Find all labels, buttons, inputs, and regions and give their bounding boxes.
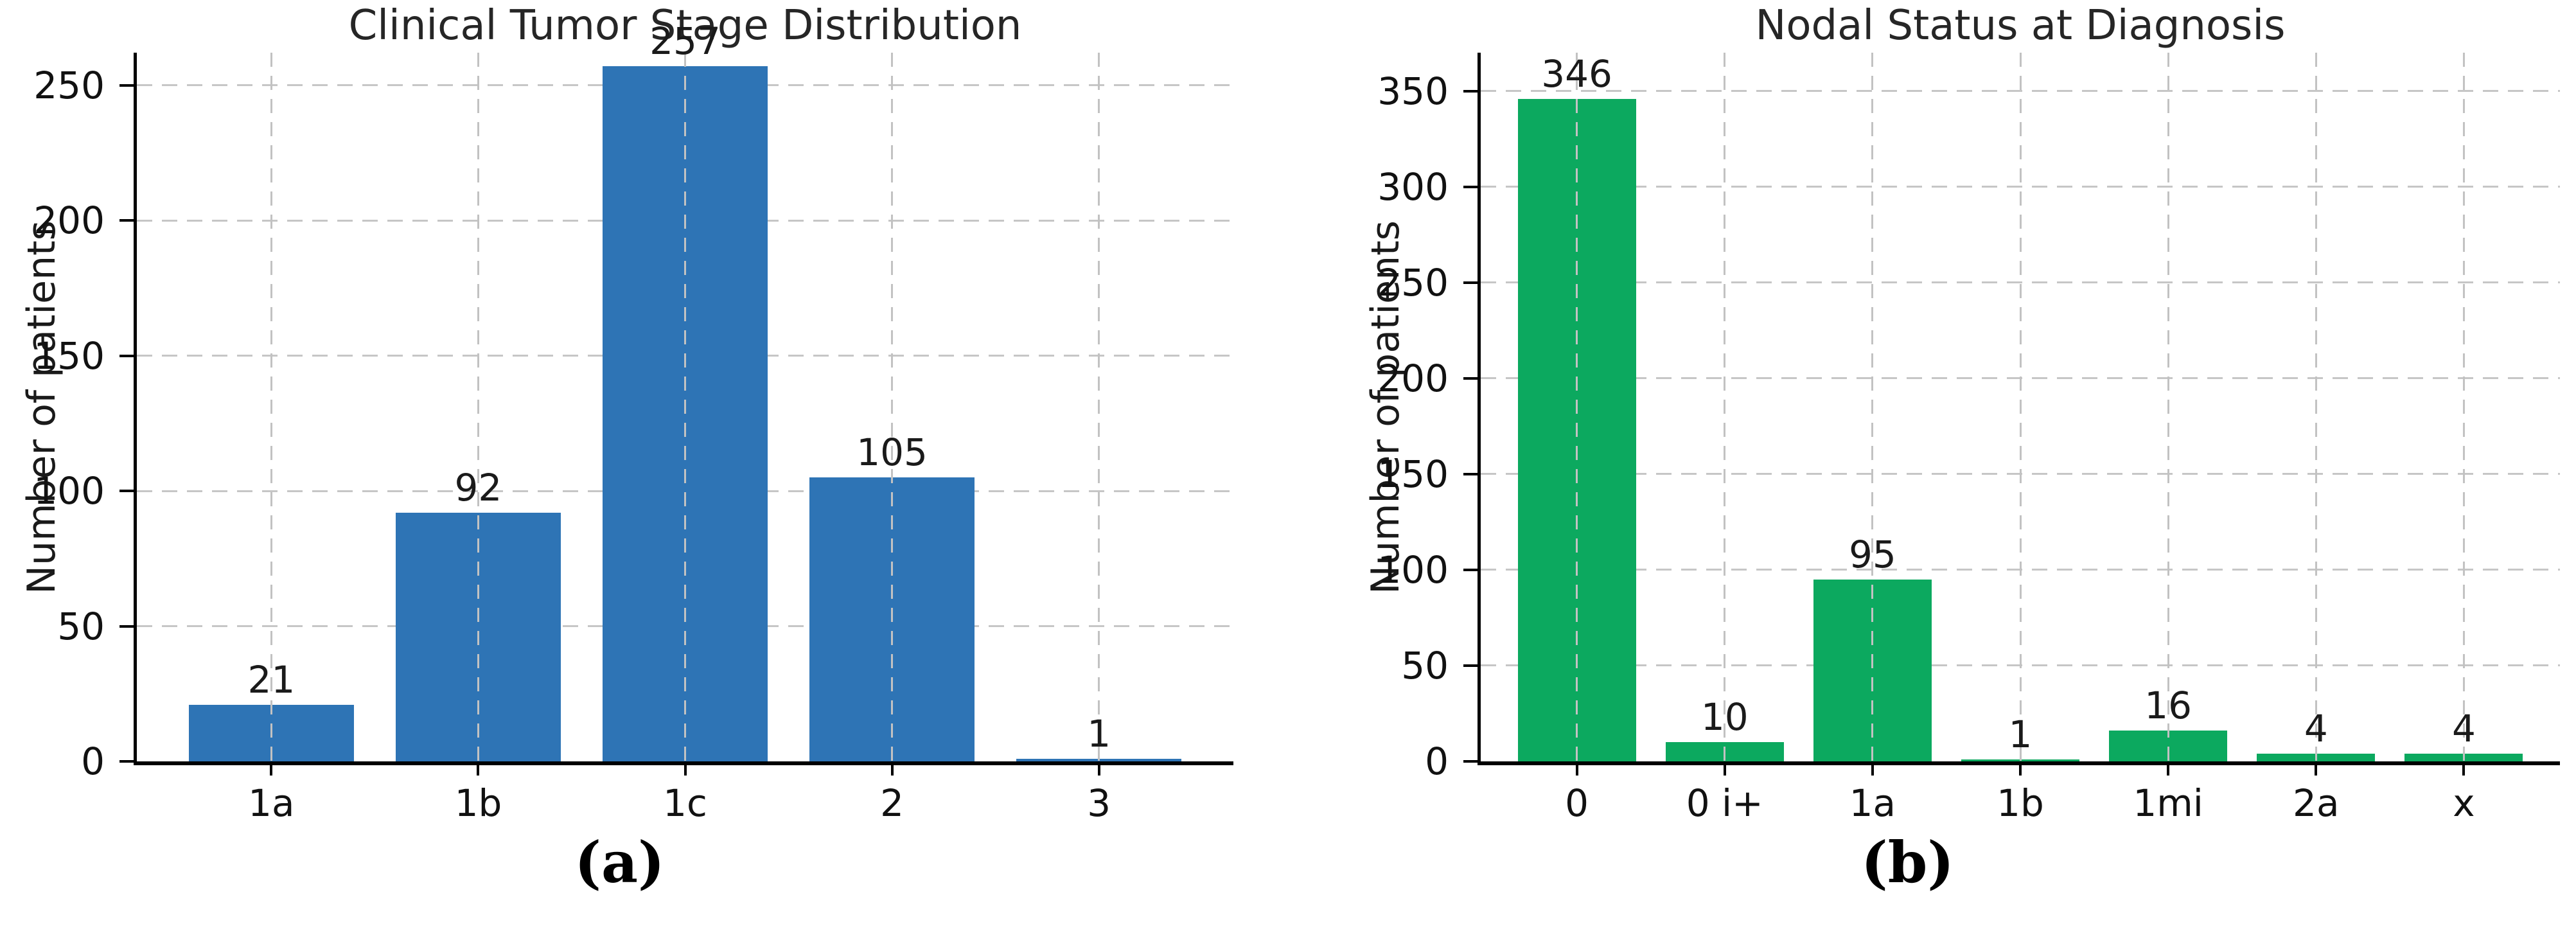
chart-title-a: Clinical Tumor Stage Distribution — [348, 2, 1022, 49]
x-tick-label-2: 2 — [880, 781, 904, 825]
x-tick-label-2a: 2a — [2293, 781, 2340, 825]
v-gridline-1b — [477, 53, 479, 761]
bar-value-label-1mi: 16 — [2144, 684, 2192, 728]
y-tick-label-350: 350 — [1377, 69, 1449, 113]
bar-value-label-3: 1 — [1087, 711, 1111, 756]
y-tick-50 — [119, 625, 134, 628]
bar-value-label-2: 105 — [856, 430, 928, 474]
y-tick-label-250: 250 — [33, 63, 105, 107]
x-tick-label-3: 3 — [1087, 781, 1111, 825]
x-axis-spine — [1478, 761, 2560, 765]
x-tick-1b — [477, 765, 480, 776]
x-tick-x — [2462, 765, 2466, 776]
x-tick-1a — [1871, 765, 1874, 776]
x-tick-1c — [684, 765, 687, 776]
x-axis-spine — [134, 761, 1233, 765]
bar-value-label-1b: 92 — [454, 465, 502, 510]
bar-value-label-0: 346 — [1541, 51, 1612, 96]
x-tick-label-1a: 1a — [248, 781, 295, 825]
y-tick-label-100: 100 — [1377, 547, 1449, 592]
y-tick-label-150: 150 — [1377, 452, 1449, 496]
panel-b: Nodal Status at Diagnosis Number of pati… — [1288, 0, 2576, 931]
x-tick-2 — [890, 765, 894, 776]
bar-value-label-1c: 257 — [649, 19, 721, 64]
v-gridline-3 — [1098, 53, 1100, 761]
v-gridline-1mi — [2167, 53, 2169, 761]
y-tick-250 — [1463, 281, 1478, 284]
y-axis-spine — [134, 53, 137, 765]
x-tick-2a — [2315, 765, 2318, 776]
y-axis-spine — [1478, 53, 1481, 765]
y-tick-label-100: 100 — [33, 469, 105, 513]
plot-area-a: 21 92 257 105 1 — [137, 22, 1233, 761]
y-tick-300 — [1463, 185, 1478, 188]
y-tick-200 — [119, 219, 134, 222]
y-tick-label-0: 0 — [81, 740, 105, 783]
y-tick-50 — [1463, 664, 1478, 667]
panel-a: Clinical Tumor Stage Distribution Number… — [19, 2, 1233, 896]
y-tick-350 — [1463, 89, 1478, 93]
x-tick-1b — [2019, 765, 2022, 776]
v-gridline-1a — [1871, 53, 1874, 761]
x-tick-label-0 i+: 0 i+ — [1686, 781, 1763, 825]
y-tick-100 — [119, 490, 134, 492]
chart-title-b: Nodal Status at Diagnosis — [1755, 2, 2286, 49]
x-tick-3 — [1097, 765, 1100, 776]
v-gridline-0 i+ — [1724, 53, 1726, 761]
y-tick-250 — [119, 84, 134, 87]
v-gridline-2a — [2315, 53, 2317, 761]
y-tick-0 — [119, 760, 134, 763]
y-tick-label-50: 50 — [57, 604, 105, 648]
bar-value-label-1a: 95 — [1848, 532, 1896, 576]
panel-caption-a: (a) — [574, 829, 665, 896]
v-gridline-1a — [270, 53, 272, 761]
x-tick-label-1a: 1a — [1849, 781, 1896, 825]
panel-caption-b: (b) — [1861, 829, 1954, 896]
y-tick-200 — [1463, 377, 1478, 380]
x-tick-label-x: x — [2453, 781, 2475, 825]
y-tick-150 — [119, 354, 134, 357]
x-tick-0 i+ — [1723, 765, 1726, 776]
y-tick-label-150: 150 — [33, 333, 105, 378]
x-tick-label-1b: 1b — [454, 781, 502, 825]
y-tick-100 — [1463, 568, 1478, 571]
y-tick-label-200: 200 — [1377, 356, 1449, 400]
bar-value-label-2a: 4 — [2304, 707, 2328, 751]
x-tick-label-0: 0 — [1565, 781, 1589, 825]
y-tick-label-50: 50 — [1401, 643, 1449, 687]
v-gridline-2 — [891, 53, 894, 761]
v-gridline-1c — [684, 53, 686, 761]
x-tick-label-1mi: 1mi — [2133, 781, 2203, 825]
x-tick-0 — [1575, 765, 1578, 776]
y-tick-label-250: 250 — [1377, 260, 1449, 305]
x-tick-1a — [270, 765, 273, 776]
y-tick-label-0: 0 — [1425, 740, 1449, 783]
bar-value-label-0 i+: 10 — [1700, 695, 1749, 740]
y-axis-label-a: Number of patients — [19, 220, 64, 594]
y-tick-150 — [1463, 472, 1478, 475]
bar-value-label-1b: 1 — [2008, 713, 2033, 757]
y-tick-label-200: 200 — [33, 199, 105, 242]
bar-value-label-x: 4 — [2451, 707, 2476, 751]
y-tick-0 — [1463, 760, 1478, 763]
v-gridline-x — [2462, 53, 2465, 761]
x-tick-label-1c: 1c — [663, 781, 707, 825]
x-tick-1mi — [2167, 765, 2170, 776]
y-tick-label-300: 300 — [1377, 164, 1449, 209]
plot-area-b: 346 10 95 1 16 4 4 — [1481, 53, 2560, 761]
v-gridline-1b — [2019, 53, 2022, 761]
v-gridline-0 — [1576, 53, 1578, 761]
x-tick-label-1b: 1b — [1997, 781, 2044, 825]
bar-value-label-1a: 21 — [247, 657, 296, 702]
